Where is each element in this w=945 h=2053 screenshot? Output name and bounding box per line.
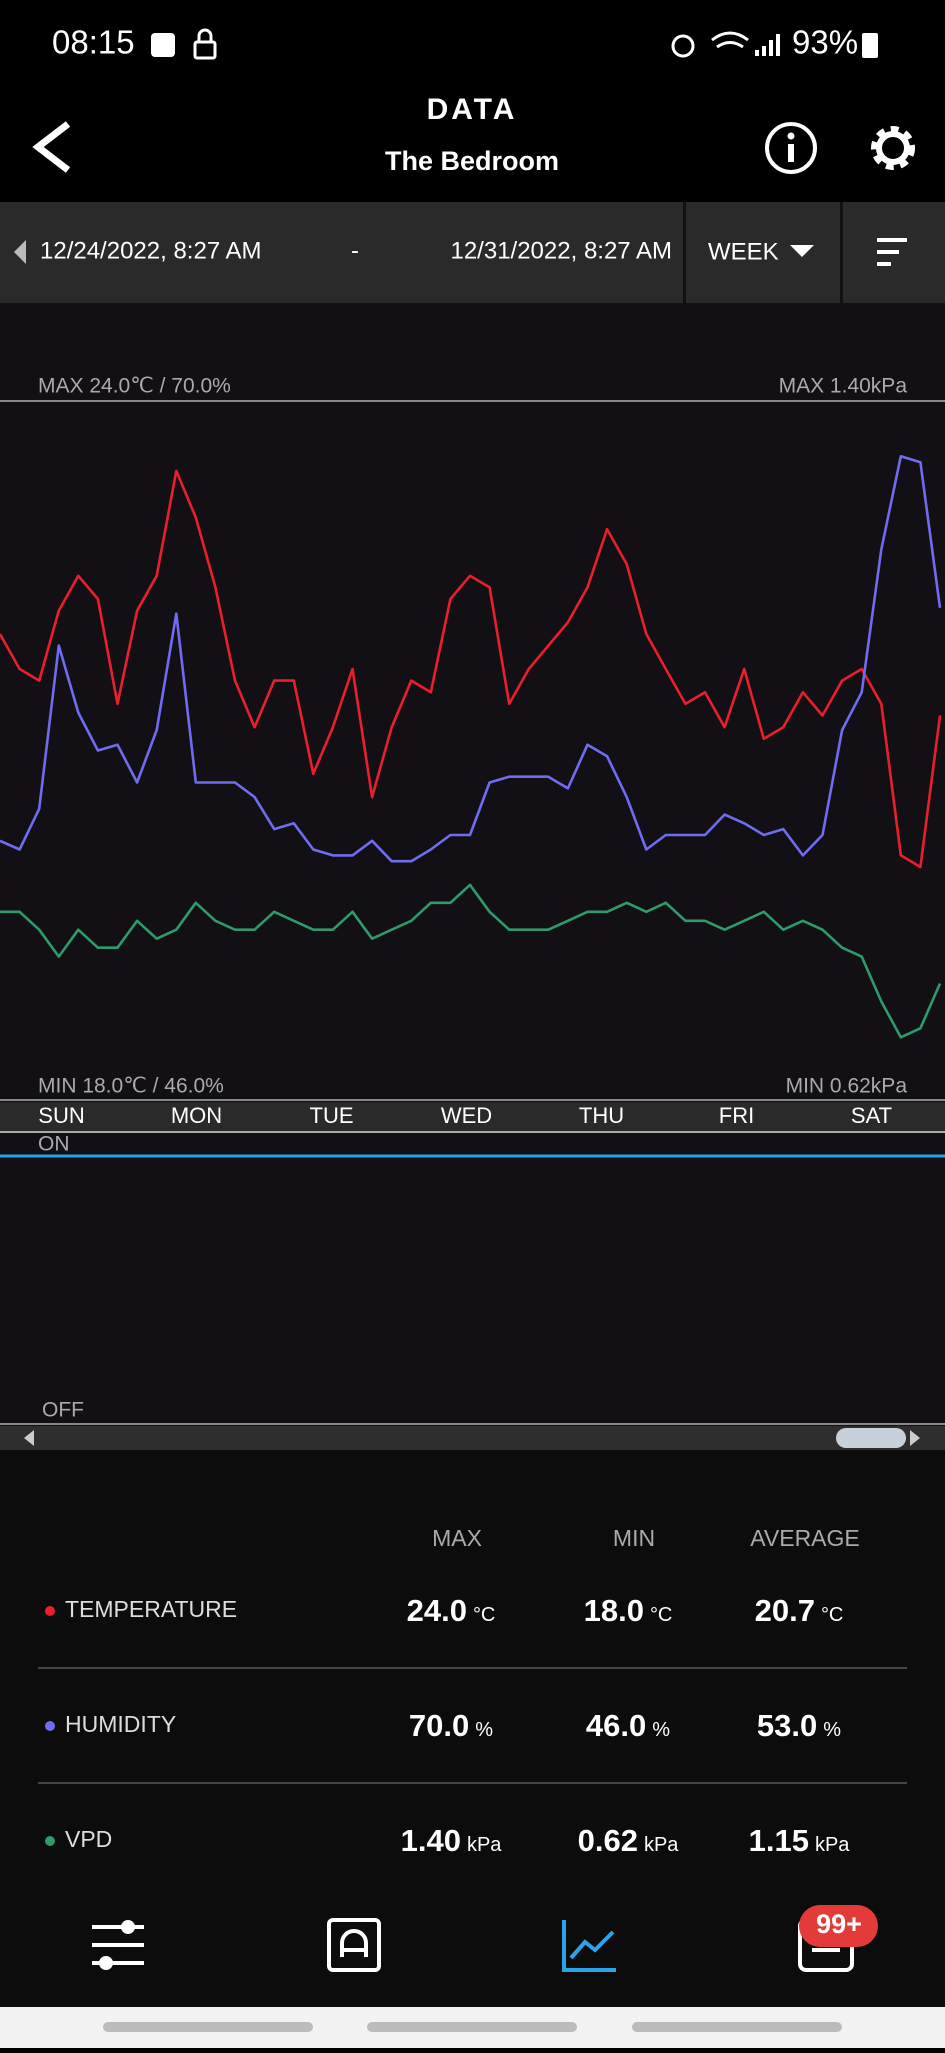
unit: kPa xyxy=(815,1834,850,1856)
end-date[interactable]: 12/31/2022, 8:27 AM xyxy=(450,237,672,264)
info-button[interactable] xyxy=(765,122,817,174)
day-label: SAT xyxy=(851,1103,892,1128)
auto-tab[interactable] xyxy=(327,1918,381,1972)
back-button[interactable] xyxy=(32,121,71,173)
start-date[interactable]: 12/24/2022, 8:27 AM xyxy=(40,237,262,264)
metric-value: 18.0 °C xyxy=(584,1593,673,1628)
data-tab[interactable] xyxy=(562,1920,616,1972)
legend-dot xyxy=(45,1836,55,1846)
metric-value: 0.62 kPa xyxy=(578,1823,680,1858)
metric-value: 53.0% xyxy=(757,1708,841,1743)
column-header: MAX xyxy=(432,1525,482,1551)
date-bar xyxy=(0,202,945,303)
divider xyxy=(840,202,843,303)
legend-dot xyxy=(45,1606,55,1616)
metric-value: 1.15 kPa xyxy=(749,1823,851,1858)
unit: % xyxy=(652,1719,670,1741)
chart-area xyxy=(0,303,945,1450)
sort-button[interactable] xyxy=(877,238,907,266)
notification-badge: 99+ xyxy=(816,1909,862,1939)
column-header: AVERAGE xyxy=(750,1525,860,1551)
value: 0.62 xyxy=(578,1823,638,1858)
metric-name: HUMIDITY xyxy=(65,1711,176,1737)
period-dropdown[interactable]: WEEK xyxy=(708,238,779,265)
day-label: FRI xyxy=(719,1103,754,1128)
max-right-label: MAX 1.40kPa xyxy=(779,375,908,398)
day-label: THU xyxy=(579,1103,624,1128)
page-title: DATA xyxy=(427,93,518,126)
value: 18.0 xyxy=(584,1593,644,1628)
day-label: MON xyxy=(171,1103,222,1128)
min-left-label: MIN 18.0℃ / 46.0% xyxy=(38,1075,224,1098)
prev-button[interactable] xyxy=(14,240,26,264)
scroll-right[interactable] xyxy=(910,1430,920,1446)
alarm-icon xyxy=(671,34,695,58)
max-left-label: MAX 24.0℃ / 70.0% xyxy=(38,375,231,398)
metric-name: VPD xyxy=(65,1826,112,1852)
on-label: ON xyxy=(38,1133,70,1156)
dropdown-arrow xyxy=(790,245,814,257)
off-label: OFF xyxy=(42,1399,84,1422)
data-line xyxy=(0,455,942,863)
day-label: SUN xyxy=(38,1103,84,1128)
unit: % xyxy=(823,1719,841,1741)
unit: °C xyxy=(650,1604,672,1626)
battery-level: 93% xyxy=(792,24,858,61)
gesture-handle xyxy=(632,2022,842,2032)
scrollbar[interactable] xyxy=(0,1426,945,1450)
column-header: MIN xyxy=(613,1525,655,1551)
lock-icon xyxy=(193,40,217,60)
value: 53.0 xyxy=(757,1708,817,1743)
scroll-left[interactable] xyxy=(24,1430,34,1446)
unit: kPa xyxy=(644,1834,679,1856)
metric-value: 20.7 °C xyxy=(755,1593,844,1628)
log-tab[interactable] xyxy=(798,1905,878,1972)
wifi-icon xyxy=(711,31,749,49)
day-label: WED xyxy=(441,1103,492,1128)
settings-button[interactable] xyxy=(871,126,915,170)
device-name: The Bedroom xyxy=(385,146,559,176)
battery-icon xyxy=(862,33,878,58)
clock: 08:15 xyxy=(52,24,135,61)
metric-value: 70.0% xyxy=(409,1708,493,1743)
legend-dot xyxy=(45,1721,55,1731)
value: 1.40 xyxy=(401,1823,461,1858)
metric-value: 46.0% xyxy=(586,1708,670,1743)
signal-icon xyxy=(755,34,780,56)
value: 46.0 xyxy=(586,1708,646,1743)
day-label: TUE xyxy=(310,1103,354,1128)
unit: % xyxy=(475,1719,493,1741)
gesture-handle xyxy=(103,2022,313,2032)
unit: °C xyxy=(473,1604,495,1626)
data-line xyxy=(0,883,942,1039)
metric-value: 24.0 °C xyxy=(407,1593,496,1628)
date-separator: - xyxy=(351,237,359,264)
scroll-thumb[interactable] xyxy=(836,1428,906,1448)
value: 20.7 xyxy=(755,1593,815,1628)
unit: kPa xyxy=(467,1834,502,1856)
metric-name: TEMPERATURE xyxy=(65,1596,237,1622)
value: 24.0 xyxy=(407,1593,467,1628)
min-right-label: MIN 0.62kPa xyxy=(786,1075,908,1098)
value: 70.0 xyxy=(409,1708,469,1743)
unit: °C xyxy=(821,1604,843,1626)
day-bar xyxy=(0,1102,945,1131)
value: 1.15 xyxy=(749,1823,809,1858)
stats-panel xyxy=(0,1450,945,1900)
gesture-handle xyxy=(367,2022,577,2032)
divider xyxy=(683,202,686,303)
lock-shackle xyxy=(197,28,213,42)
data-line xyxy=(0,469,942,869)
metric-value: 1.40 kPa xyxy=(401,1823,503,1858)
bottom-nav xyxy=(0,1900,945,2007)
status-icon xyxy=(151,33,175,57)
controls-tab[interactable] xyxy=(92,1920,144,1970)
